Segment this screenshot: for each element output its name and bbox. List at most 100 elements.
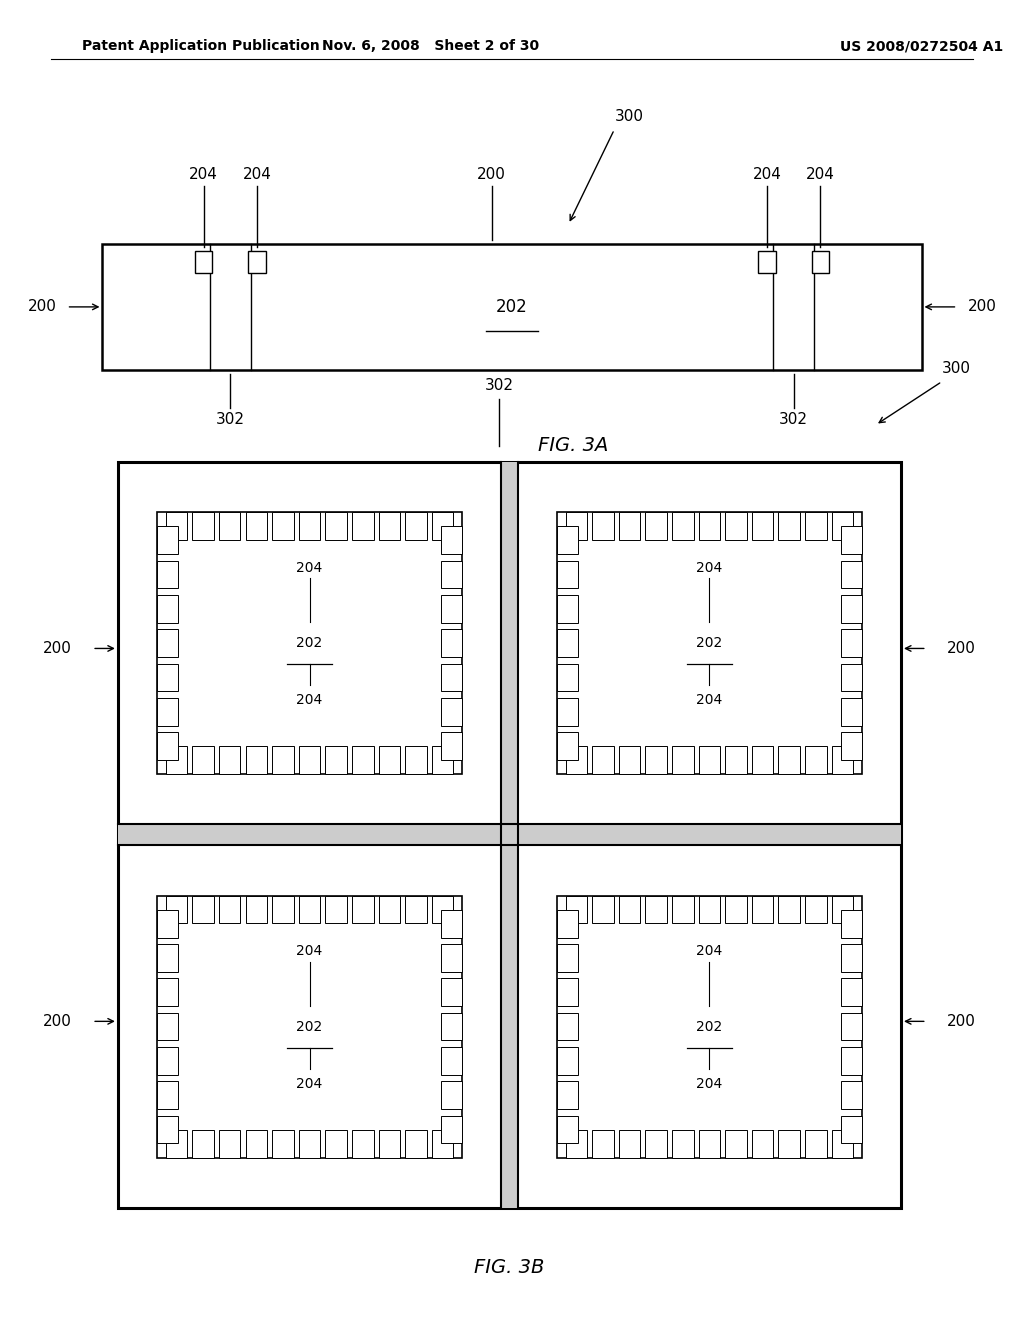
Bar [157, 527, 178, 554]
Bar [246, 1130, 267, 1158]
Bar [299, 512, 321, 540]
Bar [157, 896, 463, 1158]
Bar [406, 747, 427, 774]
Bar [299, 1130, 321, 1158]
Text: 204: 204 [296, 561, 323, 574]
Text: Nov. 6, 2008   Sheet 2 of 30: Nov. 6, 2008 Sheet 2 of 30 [322, 40, 539, 53]
Bar [557, 527, 578, 554]
Bar [698, 895, 720, 924]
Bar [193, 1130, 214, 1158]
Bar [432, 895, 454, 924]
Bar [272, 747, 294, 774]
Bar [406, 512, 427, 540]
Bar [379, 895, 400, 924]
Bar [805, 895, 826, 924]
Bar [326, 895, 347, 924]
Bar [841, 1012, 862, 1040]
Bar [778, 512, 800, 540]
Bar [195, 251, 213, 273]
Bar [248, 251, 266, 273]
Bar [157, 664, 178, 692]
Bar [440, 909, 463, 937]
Bar [246, 895, 267, 924]
Bar [592, 747, 613, 774]
Text: US 2008/0272504 A1: US 2008/0272504 A1 [840, 40, 1002, 53]
Bar [166, 1130, 187, 1158]
Bar [752, 747, 773, 774]
Bar [618, 512, 640, 540]
Bar [645, 1130, 667, 1158]
Bar [246, 747, 267, 774]
Bar [166, 895, 187, 924]
Bar [812, 251, 829, 273]
Bar [118, 462, 901, 1208]
Bar [725, 1130, 746, 1158]
Bar [406, 895, 427, 924]
Text: 204: 204 [696, 944, 723, 958]
Bar [440, 1081, 463, 1109]
Bar [557, 978, 578, 1006]
Bar [166, 512, 187, 540]
Bar [219, 512, 241, 540]
Bar [592, 512, 613, 540]
Bar [565, 1130, 587, 1158]
Bar [440, 630, 463, 657]
Bar [272, 1130, 294, 1158]
Bar [157, 698, 178, 726]
Bar [352, 747, 374, 774]
Bar [440, 733, 463, 760]
Bar [841, 1047, 862, 1074]
Bar [672, 747, 693, 774]
Text: 204: 204 [296, 693, 323, 708]
Text: 202: 202 [296, 636, 323, 651]
Bar [379, 747, 400, 774]
Bar [557, 1047, 578, 1074]
Bar [557, 595, 578, 623]
Bar [440, 698, 463, 726]
Bar [831, 747, 853, 774]
Bar [440, 1047, 463, 1074]
Bar [193, 747, 214, 774]
Text: 204: 204 [243, 168, 271, 182]
Bar [672, 895, 693, 924]
Bar [841, 561, 862, 589]
Bar [841, 944, 862, 972]
Bar [565, 512, 587, 540]
Bar [778, 1130, 800, 1158]
Bar [352, 895, 374, 924]
Text: 200: 200 [968, 300, 996, 314]
Bar [406, 1130, 427, 1158]
Text: 204: 204 [296, 944, 323, 958]
Bar [440, 664, 463, 692]
Bar [440, 944, 463, 972]
Text: 204: 204 [296, 1077, 323, 1090]
Bar [440, 1115, 463, 1143]
Bar [157, 909, 178, 937]
Bar [778, 747, 800, 774]
Bar [432, 512, 454, 540]
Bar [645, 747, 667, 774]
Bar [831, 1130, 853, 1158]
Bar [557, 909, 578, 937]
Bar [618, 1130, 640, 1158]
Bar [219, 747, 241, 774]
Bar [645, 895, 667, 924]
Bar [157, 1115, 178, 1143]
Bar [557, 733, 578, 760]
Bar [157, 512, 463, 774]
Bar [758, 251, 776, 273]
Bar [698, 512, 720, 540]
Bar [299, 895, 321, 924]
Bar [841, 733, 862, 760]
Bar [379, 512, 400, 540]
Bar [698, 1130, 720, 1158]
Bar [841, 978, 862, 1006]
Bar [102, 244, 922, 370]
Bar [326, 747, 347, 774]
Text: 300: 300 [615, 110, 644, 124]
Text: 204: 204 [696, 1077, 723, 1090]
Bar [326, 512, 347, 540]
Bar [440, 527, 463, 554]
Bar [752, 1130, 773, 1158]
Text: Patent Application Publication: Patent Application Publication [82, 40, 319, 53]
